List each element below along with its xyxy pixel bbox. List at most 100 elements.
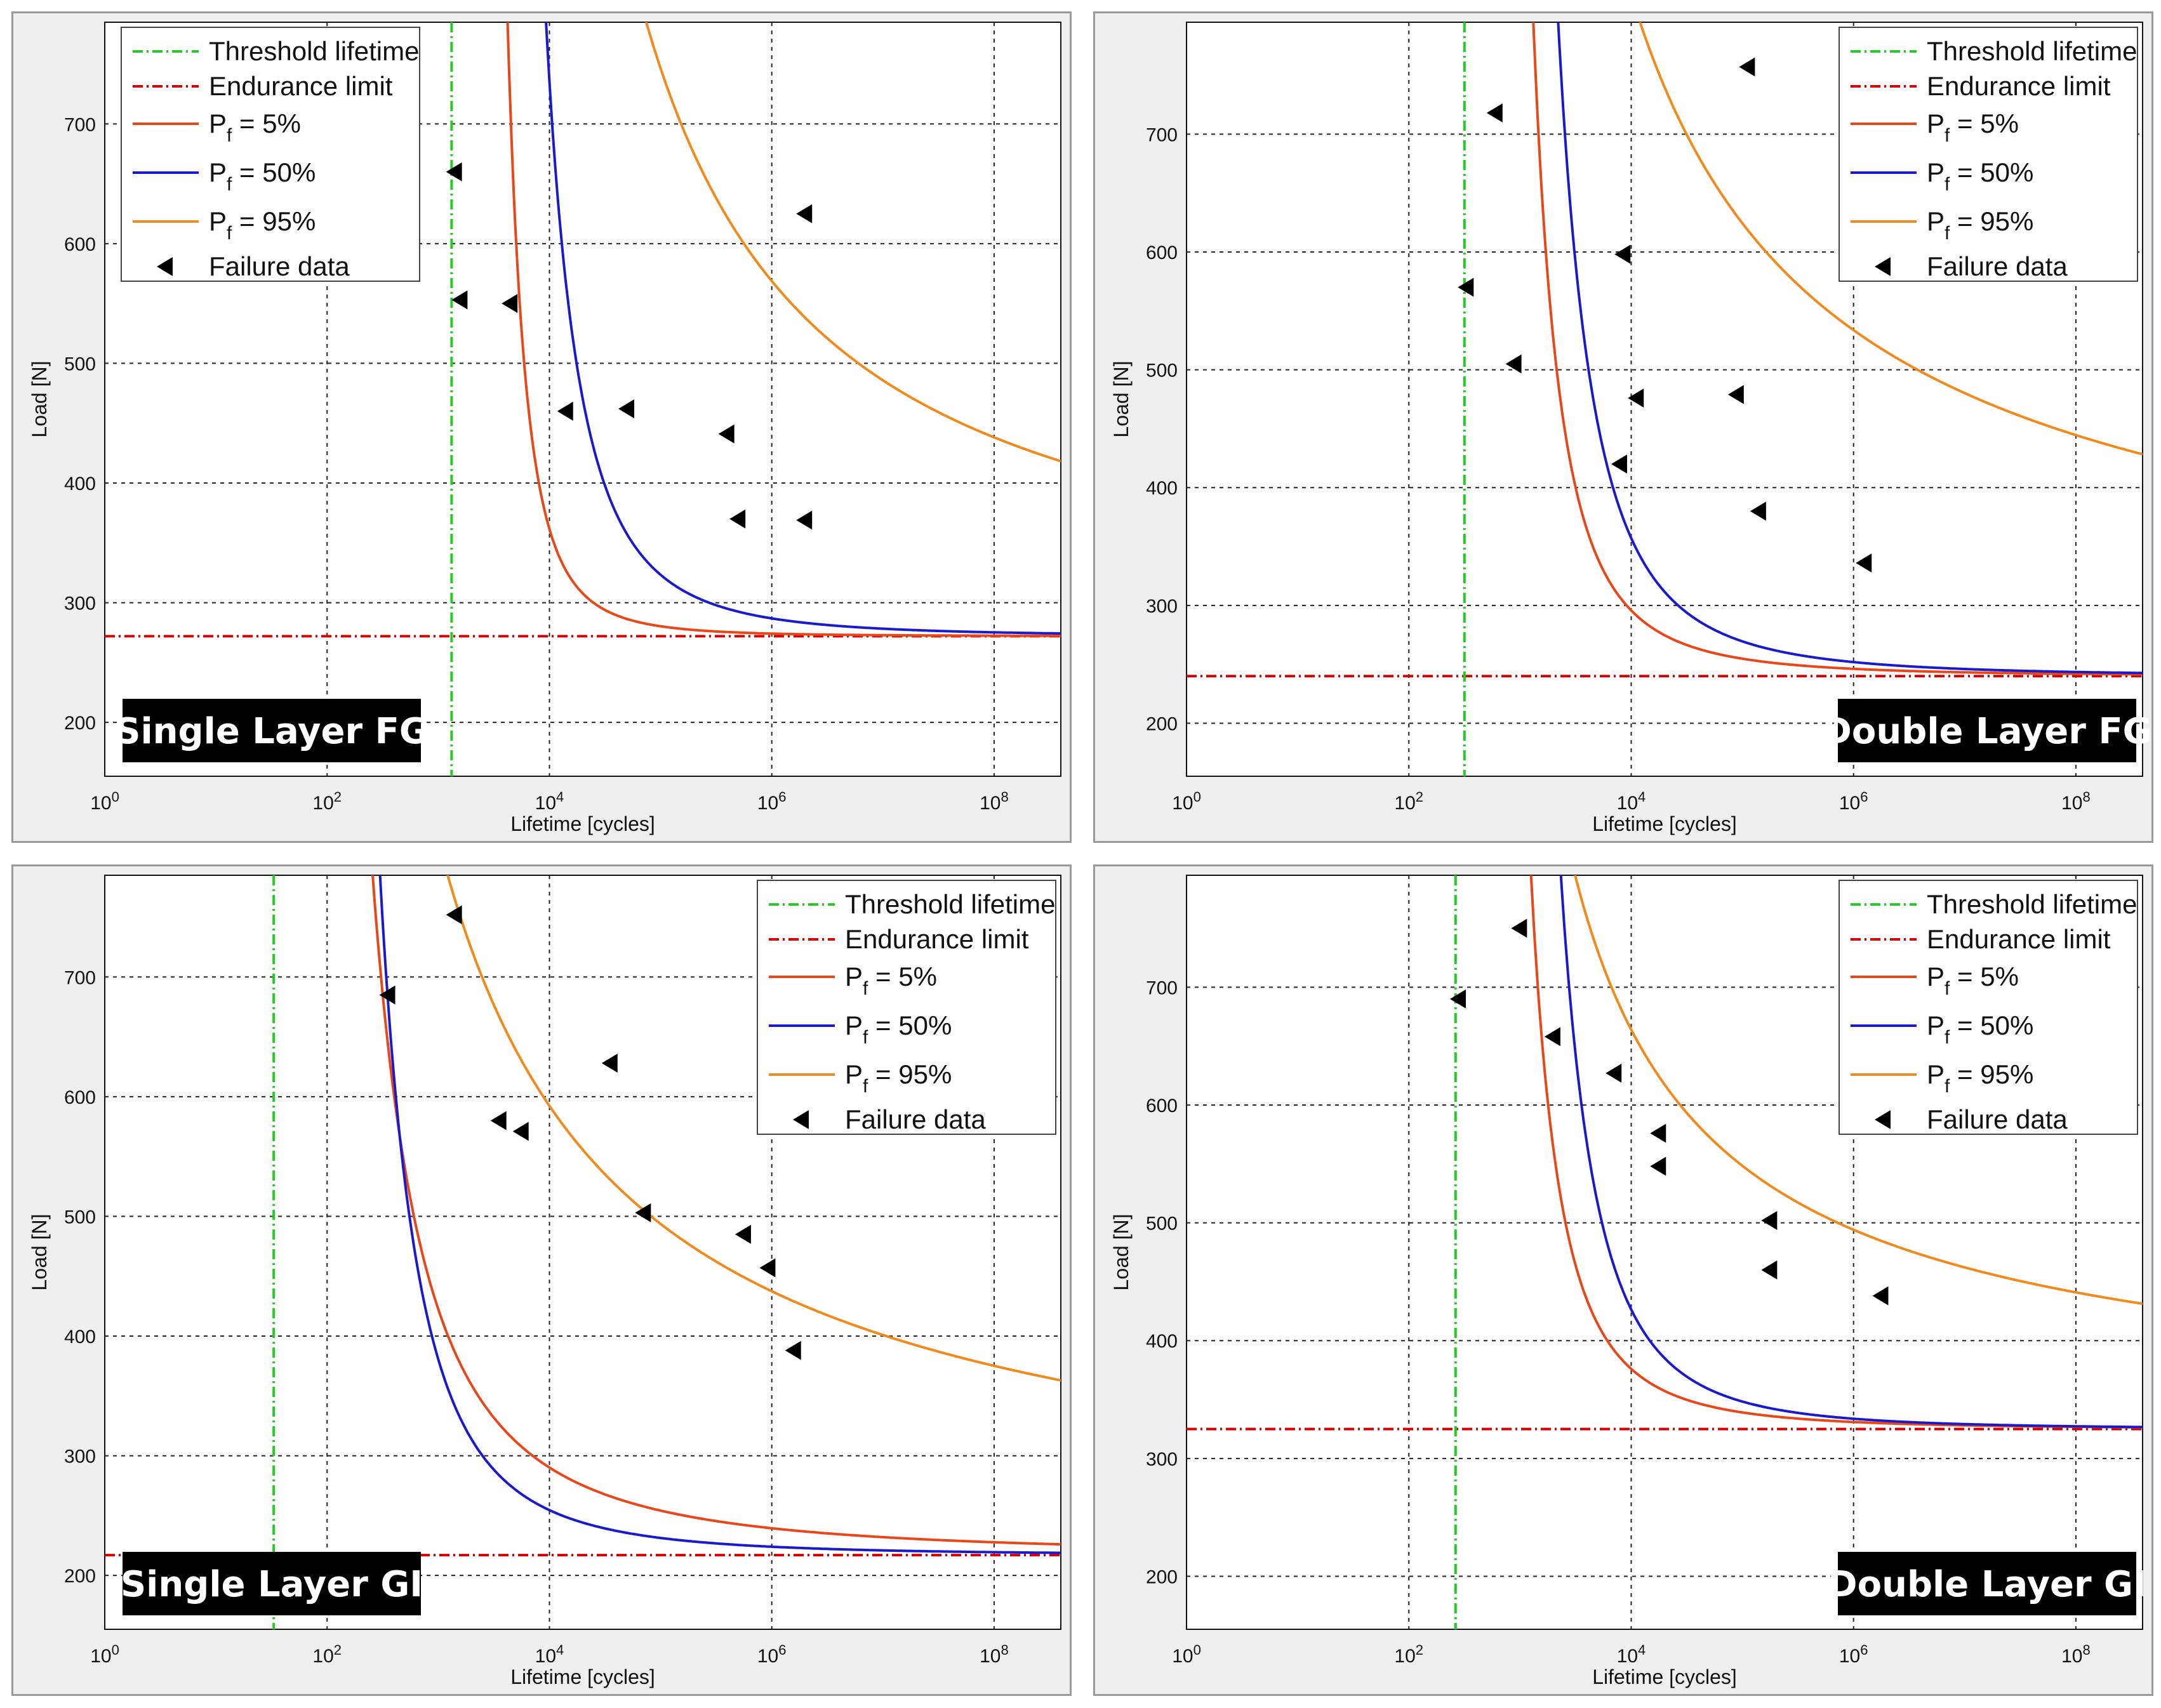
legend-label-failure: Failure data — [1927, 1104, 2068, 1134]
legend-label-failure: Failure data — [209, 251, 350, 281]
x-tick-label: 106 — [1839, 1642, 1868, 1667]
y-tick-label: 500 — [1146, 1214, 1178, 1235]
y-tick-label: 700 — [1146, 977, 1178, 998]
curve-pf50 — [545, 22, 1061, 635]
y-tick-label: 700 — [64, 967, 96, 988]
failure-data-point — [1606, 1063, 1622, 1083]
failure-data-point — [785, 1341, 801, 1360]
legend: Threshold lifetime Endurance limit Pf = 5%… — [757, 880, 1056, 1135]
failure-data-point — [635, 1203, 651, 1222]
legend-label-pf5: Pf = 5% — [209, 109, 301, 146]
failure-data-point — [1628, 388, 1644, 408]
failure-data-point — [796, 204, 813, 223]
failure-data-point — [1872, 1286, 1889, 1306]
legend-failure-marker — [1875, 1110, 1891, 1129]
y-tick-label: 600 — [1146, 1096, 1178, 1116]
panel-double-layer-gi: 100 102 104 106 108 200 300 400 500 600 700 Lifetim… — [1093, 864, 2153, 1696]
curve-pf5 — [371, 875, 1061, 1546]
legend-label-pf5: Pf = 5% — [845, 962, 937, 999]
y-tick-label: 700 — [1146, 124, 1178, 145]
chart-double-layer-fg: 100 102 104 106 108 200 300 400 500 600 700 Lifetim… — [1110, 22, 2151, 835]
y-tick-label: 700 — [64, 114, 96, 135]
x-tick-label: 102 — [312, 789, 342, 814]
failure-data-point — [557, 401, 573, 421]
panel-title-box — [1838, 699, 2136, 762]
x-axis-label: Lifetime [cycles] — [1592, 812, 1737, 835]
curve-pf50 — [1557, 22, 2143, 675]
panel-single-layer-gi: 100 102 104 106 108 200 300 400 500 600 700 Lifetim… — [11, 864, 1072, 1696]
legend-label-threshold: Threshold lifetime — [1927, 889, 2137, 919]
y-tick-label: 400 — [1146, 478, 1178, 499]
y-tick-label: 300 — [1146, 596, 1178, 617]
x-tick-label: 102 — [312, 1642, 342, 1667]
failure-data-point — [1611, 454, 1627, 474]
y-tick-label: 400 — [64, 473, 96, 494]
data-layer — [1187, 875, 2143, 1629]
x-tick-label: 108 — [980, 1642, 1009, 1667]
y-tick-label: 500 — [64, 354, 96, 374]
failure-data-point — [601, 1054, 618, 1073]
x-axis-label: Lifetime [cycles] — [510, 1665, 655, 1688]
curve-pf95 — [446, 875, 1061, 1382]
x-tick-label: 106 — [757, 1642, 787, 1667]
y-tick-label: 600 — [64, 1087, 96, 1108]
x-tick-label: 102 — [1394, 789, 1423, 814]
x-tick-label: 104 — [535, 789, 564, 814]
panel-title-box — [123, 1552, 421, 1615]
failure-data-point — [1761, 1260, 1778, 1280]
failure-data-point — [759, 1258, 776, 1278]
panel-title: Double Layer FG — [1822, 711, 2151, 752]
data-layer — [105, 875, 1061, 1629]
legend-label-failure: Failure data — [1927, 251, 2068, 281]
x-tick-label: 108 — [2061, 789, 2091, 814]
x-axis-label: Lifetime [cycles] — [510, 812, 655, 835]
failure-data-point — [1544, 1027, 1560, 1047]
curve-pf50 — [378, 875, 1061, 1554]
failure-data-point — [1856, 553, 1872, 573]
panel-single-layer-fg: 100 102 104 106 108 200 300 400 500 600 700 Lifetim… — [11, 11, 1072, 843]
legend: Threshold lifetime Endurance limit Pf = 5%… — [121, 27, 420, 282]
legend-label-pf95: Pf = 95% — [845, 1059, 952, 1097]
x-tick-label: 108 — [980, 789, 1009, 814]
y-tick-label: 500 — [1146, 361, 1178, 381]
failure-data-point — [1505, 354, 1522, 374]
x-tick-label: 100 — [90, 789, 119, 814]
failure-data-point — [1650, 1156, 1666, 1176]
failure-data-point — [1761, 1210, 1778, 1230]
legend-label-endurance: Endurance limit — [845, 924, 1029, 954]
failure-data-point — [446, 905, 462, 925]
legend-failure-marker — [157, 257, 173, 276]
curve-pf5 — [1532, 22, 2143, 676]
chart-single-layer-gi: 100 102 104 106 108 200 300 400 500 600 700 Lifetim… — [28, 875, 1061, 1688]
legend-failure-marker — [1875, 257, 1891, 276]
curve-pf95 — [1639, 22, 2143, 456]
curve-pf5 — [506, 22, 1061, 637]
y-tick-label: 600 — [1146, 242, 1178, 263]
legend-label-endurance: Endurance limit — [1927, 924, 2111, 954]
legend-label-threshold: Threshold lifetime — [209, 36, 419, 66]
x-tick-label: 104 — [535, 1642, 564, 1667]
x-tick-label: 108 — [2061, 1642, 2091, 1667]
legend-box — [121, 27, 420, 282]
x-tick-label: 100 — [1172, 789, 1201, 814]
legend-label-pf95: Pf = 95% — [209, 206, 316, 244]
y-tick-label: 300 — [64, 1447, 96, 1467]
failure-data-point — [1486, 103, 1503, 122]
panel-title: Single Layer GI — [121, 1564, 423, 1605]
x-tick-label: 106 — [1839, 789, 1868, 814]
legend-label-pf95: Pf = 95% — [1927, 206, 2033, 244]
failure-data-point — [796, 510, 813, 530]
panel-title: Single Layer FG — [115, 711, 429, 752]
legend-box — [1839, 27, 2138, 282]
failure-data-point — [618, 399, 635, 419]
failure-data-point — [1650, 1123, 1666, 1143]
y-axis-label: Load [N] — [28, 361, 51, 438]
y-tick-label: 300 — [1146, 1449, 1178, 1470]
panel-title-box — [1838, 1552, 2136, 1615]
panel-double-layer-fg: 100 102 104 106 108 200 300 400 500 600 700 Lifetim… — [1093, 11, 2153, 843]
failure-data-point — [1739, 57, 1755, 77]
failure-data-point — [1750, 501, 1766, 521]
failure-data-point — [379, 985, 396, 1005]
failure-data-point — [1727, 385, 1744, 404]
failure-data-point — [451, 290, 468, 310]
